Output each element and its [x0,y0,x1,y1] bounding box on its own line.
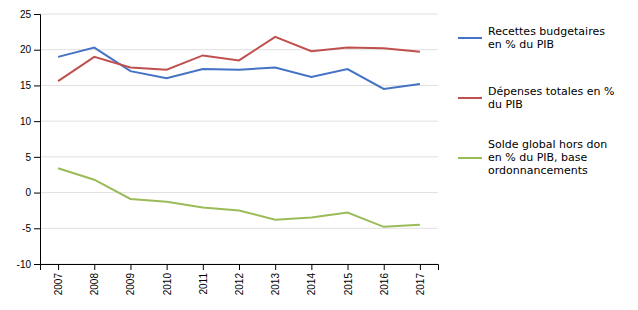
tick-label: 0 [25,187,31,198]
tick: 10 [20,116,40,127]
y-axis: -10 -5 0 5 10 15 20 25 [17,9,41,270]
grid-line [40,121,438,122]
legend-label: Dépenses totales en %du PIB [488,85,615,111]
legend-label-line: du PIB [488,98,523,111]
tick-mark [34,85,40,86]
tick-label: 2007 [53,273,64,296]
axis-line [34,15,41,265]
tick-mark [420,264,421,270]
tick-label: 25 [20,9,32,20]
legend-swatch [458,97,482,99]
tick: 2010 [162,264,173,295]
tick: 25 [20,9,40,20]
tick-label: 2013 [270,273,281,296]
tick: 2016 [379,264,390,295]
legend-swatch [458,37,482,39]
series-line [58,168,420,227]
tick-mark [167,264,168,270]
tick-label: 2008 [89,273,100,296]
tick-label: 2011 [198,273,209,295]
chart: 2007200820092010201120122013201420152016… [0,0,638,310]
tick-mark [348,264,349,270]
tick-label: 2010 [162,273,173,296]
tick-label: 2009 [125,273,136,296]
legend-item: Dépenses totales en %du PIB [458,85,615,111]
legend-label-line: en % du PIB, base [488,151,588,164]
tick: 5 [25,152,40,163]
tick-label: 2016 [379,273,390,296]
lines [58,37,420,227]
tick: 2011 [198,264,209,295]
tick-mark [34,14,40,15]
tick: 2017 [415,264,426,295]
tick: 2012 [234,264,245,295]
tick-mark [275,264,276,270]
grid [40,14,438,264]
tick: 20 [20,44,40,55]
legend-label-line: ordonnancements [488,164,588,177]
legend-swatch [458,157,482,159]
legend-item: Solde global hors donen % du PIB, baseor… [458,138,607,177]
legend-label: Recettes budgetairesen % du PIB [488,25,605,51]
legend-label-line: Recettes budgetaires [488,25,605,38]
tick-mark [34,157,40,158]
tick-label: 5 [25,152,31,163]
tick-mark [58,264,59,270]
tick-label: -10 [17,259,32,270]
tick-mark [34,264,40,265]
legend: Recettes budgetairesen % du PIB Dépenses … [458,25,615,178]
tick-mark [94,264,95,270]
tick: -10 [17,259,40,270]
legend-label-line: en % du PIB [488,38,554,51]
tick-label: 2012 [234,273,245,296]
tick-mark [239,264,240,270]
tick: 2015 [343,264,354,295]
tick-label: 2014 [306,273,317,296]
tick: 2007 [53,264,64,295]
tick-mark [311,264,312,270]
tick: 2013 [270,264,281,295]
legend-label-line: Solde global hors don [488,138,607,151]
tick-label: 2017 [415,273,426,296]
tick: 2014 [306,264,317,295]
tick-mark [34,50,40,51]
tick: 0 [25,187,40,198]
legend-item: Recettes budgetairesen % du PIB [458,25,605,51]
series-line [58,37,420,81]
tick-label: 20 [20,44,32,55]
grid-line [40,192,438,193]
tick: -5 [22,223,40,234]
tick-mark [34,228,40,229]
tick: 15 [20,80,40,91]
tick-label: 10 [20,116,32,127]
tick: 2008 [89,264,100,295]
grid-line [40,228,438,229]
tick-mark [203,264,204,270]
tick-label: 15 [20,80,32,91]
grid-line [40,156,438,157]
tick-mark [34,193,40,194]
axis-line [41,265,439,271]
tick-mark [130,264,131,270]
tick-mark [384,264,385,270]
tick-mark [34,121,40,122]
x-axis: 2007 2008 2009 2010 2011 2012 2013 2014 2015 2016… [41,264,439,295]
tick-label: -5 [22,223,31,234]
grid-line [40,14,438,15]
tick-label: 2015 [343,273,354,296]
legend-label: Solde global hors donen % du PIB, baseor… [488,138,607,177]
series-line [58,48,420,89]
tick: 2009 [125,264,136,295]
legend-label-line: Dépenses totales en % [488,85,615,98]
plot: 2007200820092010201120122013201420152016… [17,9,439,296]
